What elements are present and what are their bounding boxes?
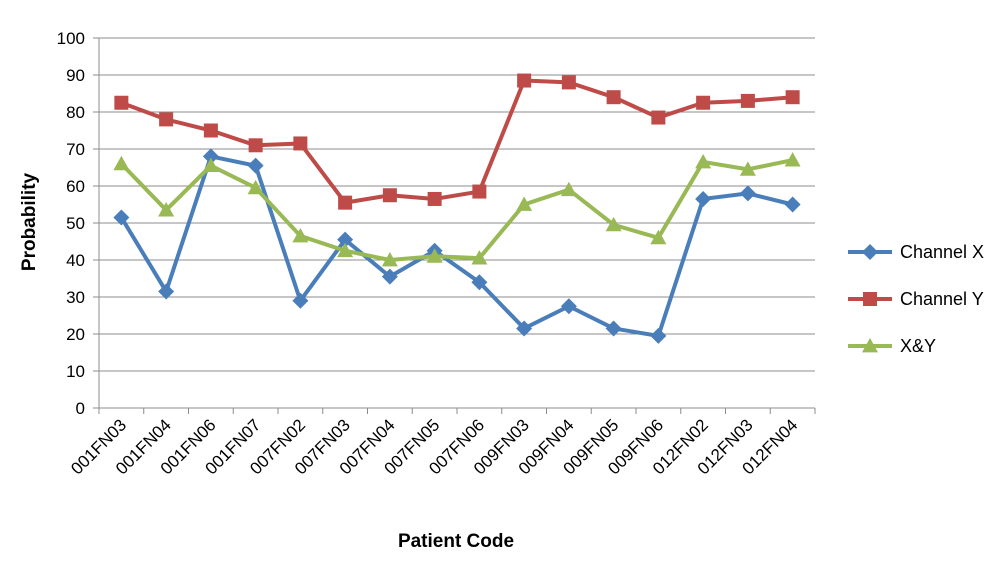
data-point	[739, 185, 756, 202]
y-tick-label: 40	[66, 251, 85, 270]
data-point	[695, 190, 712, 207]
data-point	[113, 155, 130, 171]
data-point	[695, 153, 712, 169]
y-tick-label: 80	[66, 103, 85, 122]
data-point	[337, 231, 354, 248]
data-point	[247, 157, 264, 174]
legend: Channel X Channel Y X&Y	[848, 242, 984, 356]
y-tick-label: 60	[66, 177, 85, 196]
data-point	[292, 292, 309, 309]
legend-marker	[863, 292, 877, 306]
data-point	[517, 73, 532, 88]
legend-entry: Channel Y	[848, 289, 984, 309]
series-2	[113, 152, 801, 267]
y-tick-label: 70	[66, 140, 85, 159]
gridlines	[99, 37, 815, 372]
data-point	[293, 136, 308, 151]
y-axis-ticks: 0 10 20 30 40 50 60 70 80 90 100	[57, 29, 99, 418]
data-point	[740, 93, 755, 108]
data-point	[159, 112, 174, 127]
data-point	[516, 196, 533, 211]
data-point	[202, 157, 219, 173]
x-axis-title: Patient Code	[398, 531, 514, 552]
data-point	[605, 216, 622, 232]
legend-label: Channel X	[900, 242, 984, 262]
data-point	[427, 191, 442, 206]
data-point	[651, 110, 666, 125]
data-point	[382, 188, 397, 203]
x-axis-ticks: 001FN03001FN04001FN06001FN07007FN02007FN…	[67, 408, 816, 478]
y-tick-label: 90	[66, 66, 85, 85]
data-point	[650, 327, 667, 344]
data-series	[113, 73, 801, 344]
data-point	[158, 202, 175, 217]
data-point	[248, 138, 263, 153]
legend-entry: Channel X	[848, 242, 984, 262]
data-point	[516, 320, 533, 337]
data-point	[472, 184, 487, 199]
y-tick-label: 100	[57, 29, 85, 48]
y-tick-label: 10	[66, 362, 85, 381]
legend-marker	[862, 244, 878, 260]
data-point	[426, 248, 443, 263]
data-point	[784, 152, 801, 167]
data-point	[202, 148, 219, 165]
series-line	[119, 154, 794, 338]
y-tick-label: 50	[66, 214, 85, 233]
data-point	[739, 161, 756, 176]
data-point	[606, 90, 621, 105]
series-1	[114, 73, 800, 210]
data-point	[337, 242, 354, 258]
data-point	[560, 181, 577, 197]
data-point	[696, 95, 711, 110]
data-point	[381, 268, 398, 285]
data-point	[784, 196, 801, 213]
series-line	[120, 78, 793, 205]
y-tick-label: 0	[76, 399, 85, 418]
data-point	[381, 252, 398, 267]
data-point	[605, 320, 622, 337]
data-point	[203, 123, 218, 138]
y-tick-label: 20	[66, 325, 85, 344]
data-point	[785, 90, 800, 105]
series-0	[113, 148, 801, 344]
legend-label: X&Y	[900, 336, 936, 356]
data-point	[471, 250, 488, 265]
data-point	[113, 209, 130, 226]
data-point	[292, 227, 309, 243]
legend-label: Channel Y	[900, 289, 984, 309]
data-point	[471, 274, 488, 291]
data-point	[338, 195, 353, 210]
data-point	[158, 283, 175, 300]
data-point	[560, 298, 577, 315]
legend-entry: X&Y	[848, 336, 936, 356]
legend-marker	[862, 338, 878, 353]
data-point	[114, 95, 129, 110]
y-axis-title: Probability	[19, 172, 40, 271]
data-point	[247, 179, 264, 195]
data-point	[561, 75, 576, 90]
y-tick-label: 30	[66, 288, 85, 307]
data-point	[650, 229, 667, 245]
series-line	[119, 158, 794, 262]
